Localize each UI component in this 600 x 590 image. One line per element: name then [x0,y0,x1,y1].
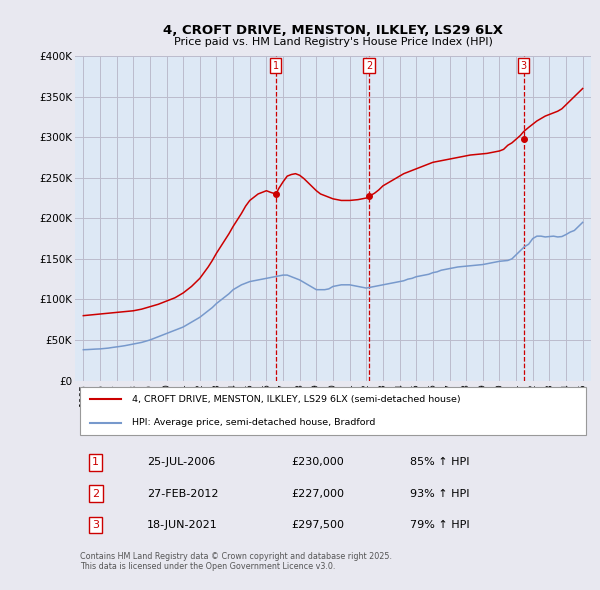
Point [364,192,374,201]
Point [271,189,281,199]
FancyBboxPatch shape [80,388,586,435]
Text: Price paid vs. HM Land Registry's House Price Index (HPI): Price paid vs. HM Land Registry's House … [173,37,493,47]
Text: 2: 2 [366,61,372,71]
Text: 4, CROFT DRIVE, MENSTON, ILKLEY, LS29 6LX: 4, CROFT DRIVE, MENSTON, ILKLEY, LS29 6L… [163,24,503,37]
Text: Contains HM Land Registry data © Crown copyright and database right 2025.
This d: Contains HM Land Registry data © Crown c… [80,552,392,571]
Point [519,135,529,144]
Text: 93% ↑ HPI: 93% ↑ HPI [410,489,470,499]
Text: 27-FEB-2012: 27-FEB-2012 [147,489,219,499]
Text: 18-JUN-2021: 18-JUN-2021 [147,520,218,530]
Text: 4, CROFT DRIVE, MENSTON, ILKLEY, LS29 6LX (semi-detached house): 4, CROFT DRIVE, MENSTON, ILKLEY, LS29 6L… [132,395,460,404]
Text: £230,000: £230,000 [292,457,344,467]
Text: 1: 1 [92,457,99,467]
Text: 3: 3 [92,520,99,530]
Text: 3: 3 [521,61,527,71]
Text: 85% ↑ HPI: 85% ↑ HPI [410,457,470,467]
Text: £227,000: £227,000 [292,489,345,499]
Text: £297,500: £297,500 [292,520,345,530]
Text: 79% ↑ HPI: 79% ↑ HPI [410,520,470,530]
Text: HPI: Average price, semi-detached house, Bradford: HPI: Average price, semi-detached house,… [132,418,375,427]
Text: 1: 1 [273,61,279,71]
Text: 2: 2 [92,489,99,499]
Text: 25-JUL-2006: 25-JUL-2006 [147,457,215,467]
